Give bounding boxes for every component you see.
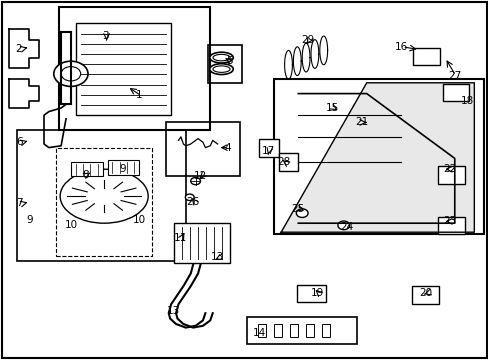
Bar xyxy=(411,286,438,304)
Text: 12: 12 xyxy=(193,171,207,181)
Bar xyxy=(437,217,464,234)
Text: 28: 28 xyxy=(276,157,290,167)
Text: 20: 20 xyxy=(418,288,431,298)
Text: 18: 18 xyxy=(459,96,473,106)
Text: 25: 25 xyxy=(291,204,305,214)
Text: 10: 10 xyxy=(64,220,77,230)
Bar xyxy=(296,285,325,302)
Ellipse shape xyxy=(212,66,229,72)
Bar xyxy=(259,139,278,157)
Bar xyxy=(76,23,171,115)
Text: 9: 9 xyxy=(26,215,33,225)
Text: 17: 17 xyxy=(261,146,274,156)
Text: 4: 4 xyxy=(224,143,230,153)
Text: 1: 1 xyxy=(136,90,142,100)
Text: 11: 11 xyxy=(174,233,187,243)
Text: 13: 13 xyxy=(166,306,180,316)
Bar xyxy=(59,7,210,130)
Bar xyxy=(246,317,356,344)
Bar xyxy=(107,160,139,175)
Text: 21: 21 xyxy=(354,117,368,127)
Circle shape xyxy=(296,209,307,217)
Ellipse shape xyxy=(209,52,233,63)
Text: 10: 10 xyxy=(133,215,145,225)
Circle shape xyxy=(185,194,194,201)
Text: 15: 15 xyxy=(325,103,339,113)
Bar xyxy=(166,122,239,176)
Text: 13: 13 xyxy=(210,252,224,262)
Bar xyxy=(442,84,468,101)
Text: 23: 23 xyxy=(442,216,456,226)
Bar xyxy=(278,153,298,171)
Text: 27: 27 xyxy=(447,71,461,81)
Text: 16: 16 xyxy=(393,42,407,52)
Text: 24: 24 xyxy=(340,222,353,232)
Circle shape xyxy=(190,177,200,185)
Text: 29: 29 xyxy=(301,35,314,45)
Text: 26: 26 xyxy=(186,197,200,207)
Circle shape xyxy=(337,221,349,230)
Text: 19: 19 xyxy=(310,288,324,298)
Bar xyxy=(273,324,281,337)
Bar xyxy=(289,324,297,337)
Ellipse shape xyxy=(209,64,233,75)
Bar xyxy=(305,324,313,337)
Circle shape xyxy=(54,61,88,86)
Bar xyxy=(273,79,483,234)
Bar xyxy=(412,48,439,65)
Text: 7: 7 xyxy=(16,198,23,208)
Circle shape xyxy=(61,67,81,81)
Bar xyxy=(173,223,229,263)
Bar xyxy=(207,45,242,83)
Bar xyxy=(257,324,265,337)
Text: 3: 3 xyxy=(102,31,108,41)
Text: 14: 14 xyxy=(252,328,265,338)
Ellipse shape xyxy=(212,54,229,61)
Text: 8: 8 xyxy=(82,170,89,180)
Text: 9: 9 xyxy=(119,164,125,174)
Polygon shape xyxy=(281,83,473,232)
Text: 6: 6 xyxy=(16,137,23,147)
Bar xyxy=(17,130,185,261)
Bar xyxy=(71,162,102,176)
Text: 5: 5 xyxy=(226,56,233,66)
Text: 2: 2 xyxy=(15,44,22,54)
Bar xyxy=(322,324,329,337)
Bar xyxy=(437,166,464,184)
Text: 22: 22 xyxy=(442,164,456,174)
